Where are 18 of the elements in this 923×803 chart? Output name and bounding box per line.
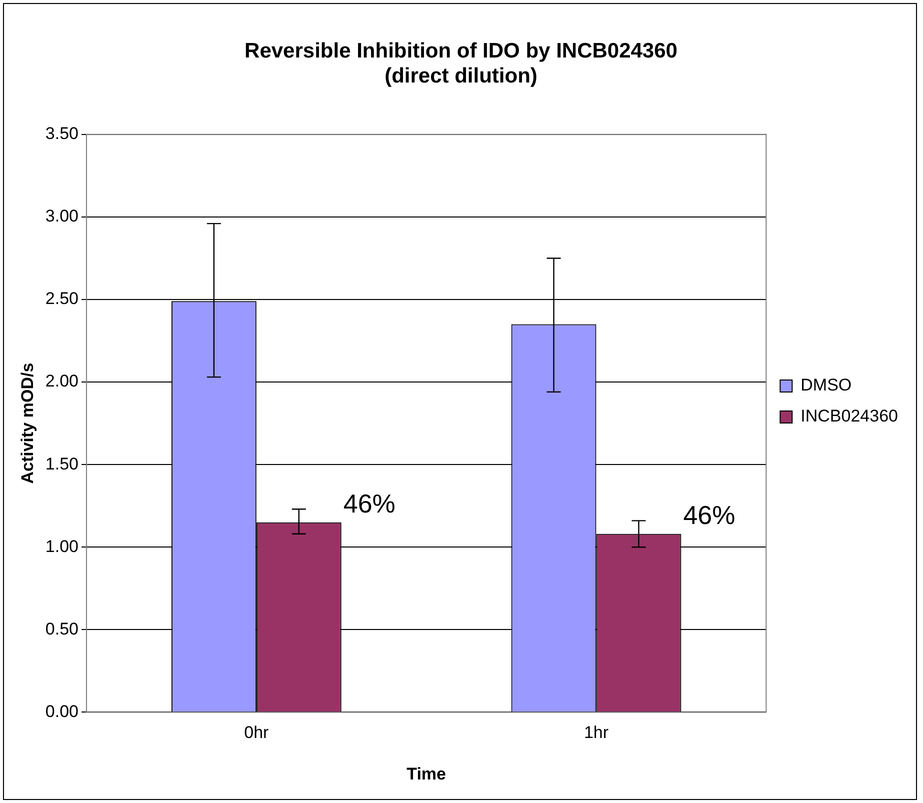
y-tick-label: 2.50: [45, 289, 78, 308]
annotation: 46%: [343, 488, 396, 519]
annotation: 46%: [683, 500, 736, 530]
text: Reversible Inhibition of IDO by INCB024360: [244, 39, 678, 62]
legend-label: INCB024360: [800, 406, 898, 426]
y-tick-label: 0.00: [45, 702, 78, 721]
y-tick-label: 3.00: [45, 206, 78, 226]
y-tick-label: 1.00: [45, 536, 78, 556]
y-tick-label: 1.50: [45, 454, 78, 474]
x-tick-label: 1hr: [584, 723, 609, 742]
x-axis-title: Time: [406, 764, 446, 784]
legend-label: DMSO: [800, 376, 852, 395]
y-tick-label: 0.50: [45, 619, 78, 638]
x-tick-label: 0hr: [244, 723, 270, 742]
y-tick-label: 3.50: [45, 124, 78, 144]
y-tick-label: 2.00: [45, 372, 78, 391]
text: (direct dilution): [384, 64, 538, 88]
y-axis-title: Activity mOD/s: [18, 362, 37, 484]
